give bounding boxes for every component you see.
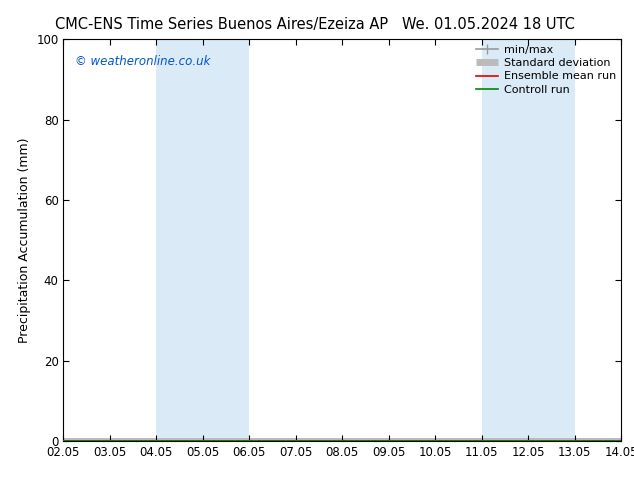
Bar [528, 39, 575, 441]
Bar [203, 39, 249, 441]
Y-axis label: Precipitation Accumulation (mm): Precipitation Accumulation (mm) [18, 137, 30, 343]
Text: CMC-ENS Time Series Buenos Aires/Ezeiza AP: CMC-ENS Time Series Buenos Aires/Ezeiza … [55, 17, 389, 32]
Text: © weatheronline.co.uk: © weatheronline.co.uk [75, 55, 210, 68]
Legend: min/max, Standard deviation, Ensemble mean run, Controll run: min/max, Standard deviation, Ensemble me… [476, 45, 616, 95]
Text: We. 01.05.2024 18 UTC: We. 01.05.2024 18 UTC [402, 17, 574, 32]
Bar [482, 39, 528, 441]
Bar [157, 39, 203, 441]
